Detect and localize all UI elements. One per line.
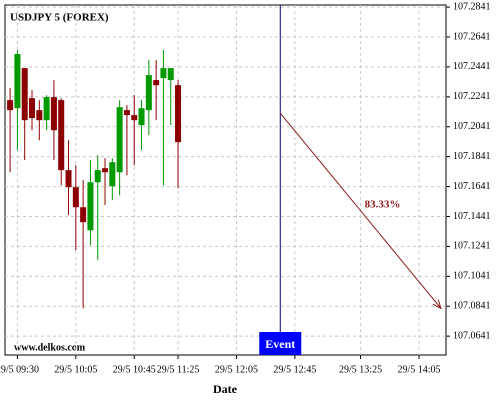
arrow-head [432,299,442,310]
event-label: Event [265,337,295,351]
x-tick-label: 29/5 12:05 [215,364,258,375]
y-tick-label: 107.0841 [453,301,491,312]
x-tick-label: 29/5 13:25 [339,364,382,375]
candle-body [116,107,123,173]
candle-body [153,80,160,86]
candle-body [167,68,174,81]
candle-body [7,100,14,111]
y-tick-label: 107.1241 [453,241,491,252]
chart-title: USDJPY 5 (FOREX) [10,12,109,24]
candle-body [14,54,21,109]
candle-body [109,162,116,187]
candle-body [21,68,28,121]
forecast-arrow [279,112,442,309]
x-tick-label: 29/5 12:45 [273,364,316,375]
y-tick-label: 107.2241 [453,91,491,102]
candle-body [58,100,65,171]
candle-body [131,115,138,121]
candle-body [94,170,101,183]
watermark: www.delkos.com [14,342,86,353]
candle-body [102,168,109,173]
y-tick-label: 107.2641 [453,31,491,42]
candle-body [175,85,182,143]
y-tick-label: 107.1041 [453,271,491,282]
y-tick-label: 107.2041 [453,121,491,132]
y-tick-label: 107.0641 [453,330,491,341]
y-tick-label: 107.1641 [453,181,491,192]
candle-body [80,207,87,223]
x-tick-label: 29/5 14:05 [397,364,440,375]
x-tick-label: 29/5 10:05 [54,364,97,375]
x-tick-label: 29/5 10:45 [113,364,156,375]
candle-body [50,97,57,131]
candle-body [72,187,79,208]
candle-body [36,110,43,121]
x-tick-label: 29/5 11:25 [157,364,200,375]
plot-area [4,4,447,356]
candle-body [65,170,72,188]
candle-body [29,98,36,119]
candle-body [145,75,152,111]
candle-body [123,110,130,116]
candle-body [87,182,94,231]
y-tick-label: 107.1841 [453,151,491,162]
event-box [259,332,302,355]
candle-body [43,97,50,121]
x-axis-label: Date [213,382,238,396]
candle-body [138,108,145,126]
x-tick-label: 29/5 09:30 [0,364,39,375]
y-tick-label: 107.2841 [453,1,491,12]
candle-body [160,68,167,79]
y-tick-label: 107.2441 [453,61,491,72]
y-tick-label: 107.1441 [453,211,491,222]
forecast-label: 83.33% [365,199,401,211]
